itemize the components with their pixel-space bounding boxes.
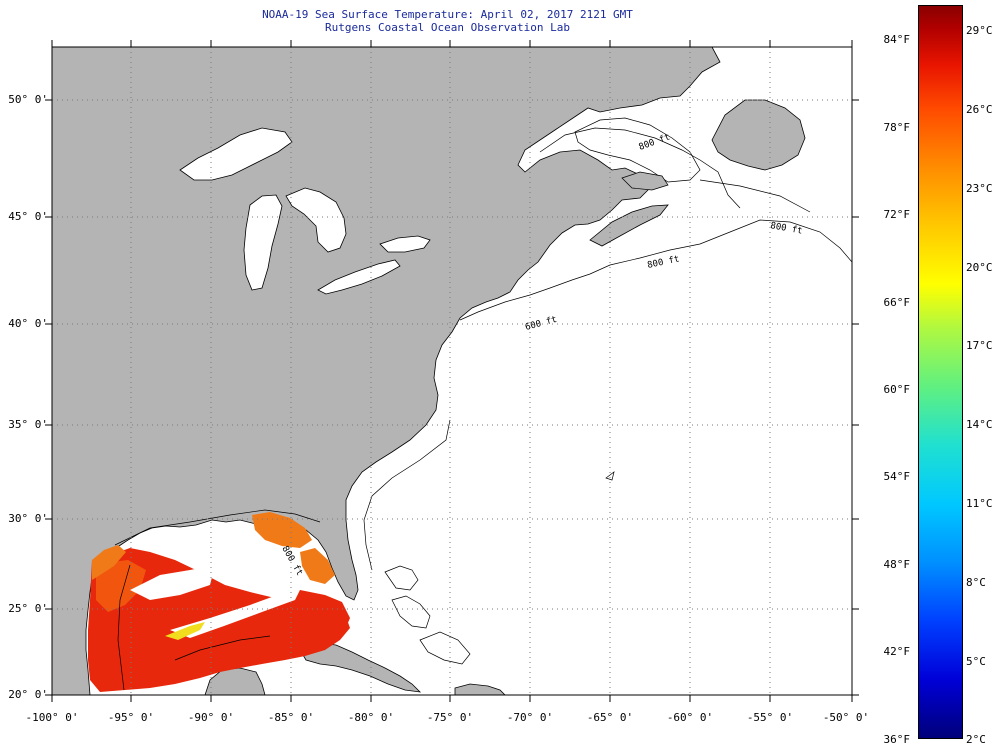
lon-label-60: -60° 0' [666,711,714,724]
gulf-sst-orange [92,545,126,580]
lon-label-70: -70° 0' [506,711,554,724]
colorbar-c-8: 8°C [966,576,986,589]
yucatan-land [204,667,266,695]
colorbar-f-36: 36°F [883,733,911,746]
title-line-1: NOAA-19 Sea Surface Temperature: April 0… [262,8,633,21]
lake-ontario [379,235,431,253]
title-line-2: Rutgens Coastal Ocean Observation Lab [324,21,571,34]
gulf-sst-red-fl [268,590,350,644]
lat-label-25: 25° 0' [8,602,48,615]
map-frame [51,46,853,696]
lon-label-95: -95° 0' [107,711,155,724]
north-america-land [52,47,721,695]
colorbar-c-26: 26°C [966,103,993,116]
pei-land [621,171,669,191]
lat-label-35: 35° 0' [8,418,48,431]
colorbar-c-14: 14°C [966,418,993,431]
gulf-sst-yellow-streak [165,622,205,640]
st-lawrence-gulf [574,117,701,183]
colorbar-f-72: 72°F [883,208,911,221]
colorbar-f-54: 54°F [883,470,911,483]
title-block: NOAA-19 Sea Surface Temperature: April 0… [0,8,895,34]
colorbar-f-66: 66°F [883,296,911,309]
cuba-land [299,642,422,693]
lake-michigan [243,194,283,291]
lat-label-50: 50° 0' [8,93,48,106]
lon-label-75: -75° 0' [426,711,474,724]
colorbar-c-29: 29°C [966,24,993,37]
temperature-colorbar [918,5,963,739]
colorbar-c-20: 20°C [966,261,993,274]
colorbar-c-23: 23°C [966,182,993,195]
colorbar-c-17: 17°C [966,339,993,352]
lon-label-80: -80° 0' [347,711,395,724]
lake-superior [179,127,293,181]
colorbar-f-78: 78°F [883,121,911,134]
lake-huron [285,187,347,253]
lat-label-45: 45° 0' [8,210,48,223]
colorbar-f-48: 48°F [883,558,911,571]
colorbar-c-5: 5°C [966,655,986,668]
bahamas-islands [384,471,615,665]
newfoundland-land [711,99,806,171]
lake-erie [317,259,401,295]
colorbar-c-2: 2°C [966,733,986,746]
hispaniola-land [454,683,506,695]
isobath-lines [114,127,852,691]
graticule [52,47,852,695]
lat-label-40: 40° 0' [8,317,48,330]
lon-label-65: -65° 0' [586,711,634,724]
colorbar-c-11: 11°C [966,497,993,510]
gulf-sst-orange-e [300,548,335,584]
colorbar-f-60: 60°F [883,383,911,396]
gulf-sst-mid [96,560,146,612]
axis-ticks [45,40,859,702]
lat-label-30: 30° 0' [8,512,48,525]
gulf-sst-orange-ne [252,512,312,548]
lon-label-100: -100° 0' [25,711,79,724]
lon-label-85: -85° 0' [267,711,315,724]
lon-label-90: -90° 0' [187,711,235,724]
colorbar-f-84: 84°F [883,33,911,46]
lon-label-55: -55° 0' [746,711,794,724]
lon-label-50: -50° 0' [822,711,870,724]
colorbar-f-42: 42°F [883,645,911,658]
lat-label-20: 20° 0' [8,688,48,701]
